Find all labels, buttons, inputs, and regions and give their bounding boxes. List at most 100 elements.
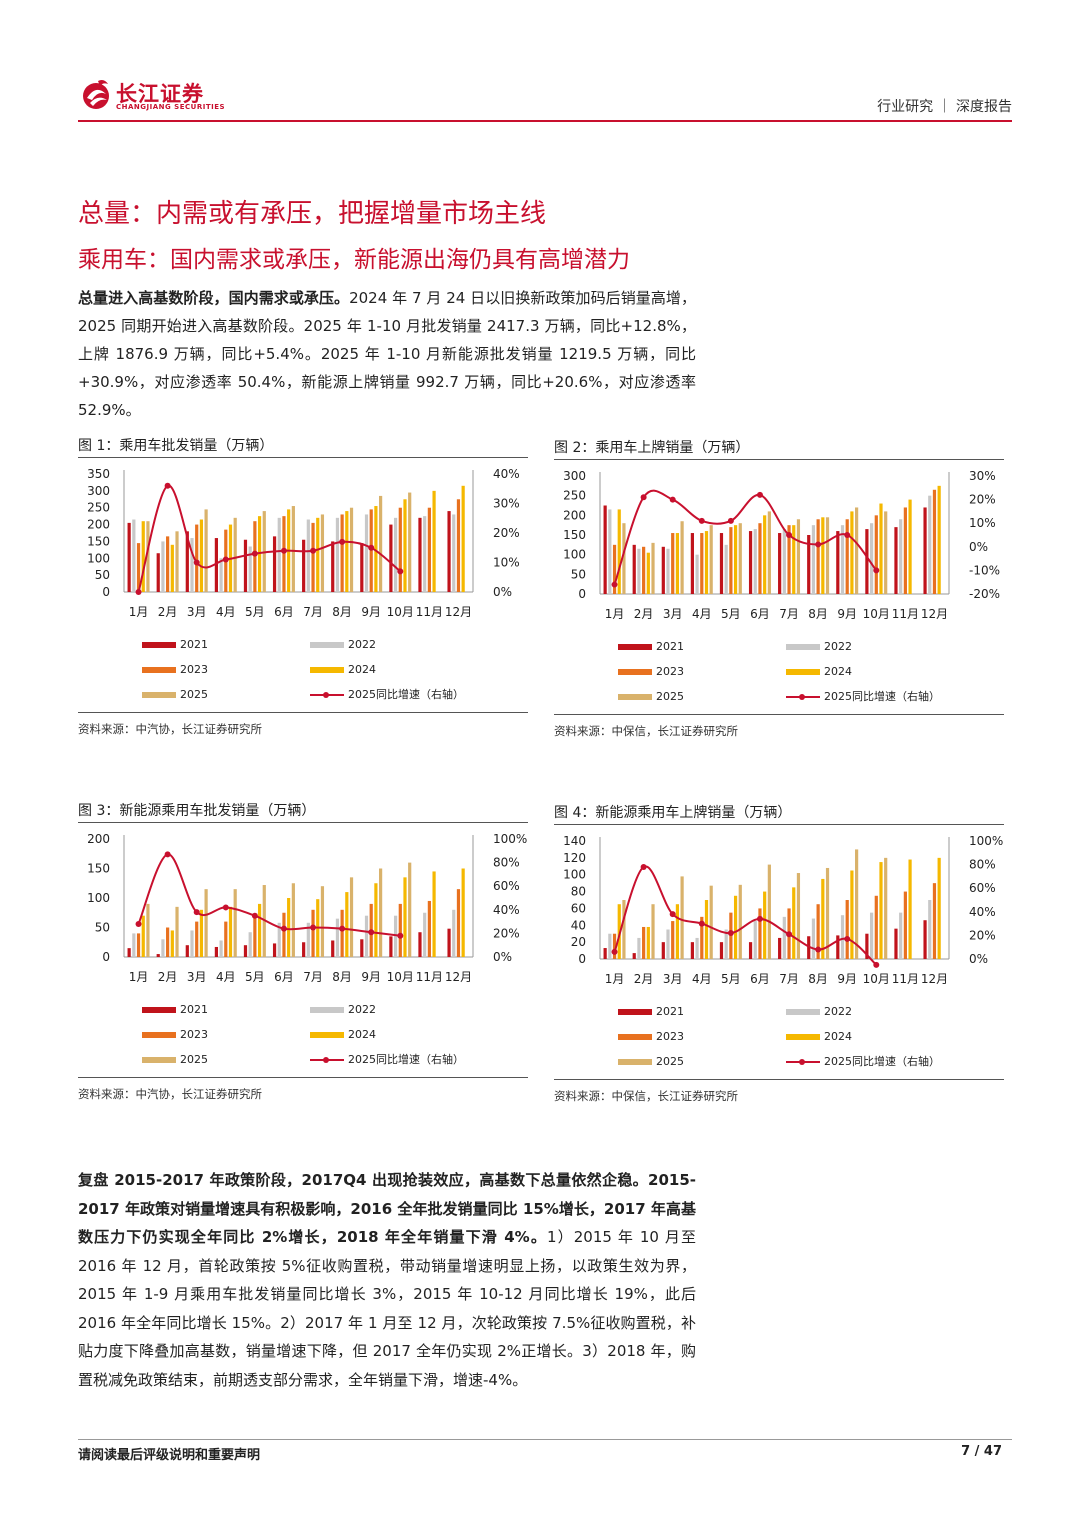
bar-2024-4 [704, 900, 709, 959]
bar-2025-6 [291, 506, 295, 592]
bar-2023-3 [671, 533, 675, 594]
bar-2021-3 [661, 546, 665, 594]
bar-2025-6 [291, 883, 295, 957]
yoy-point-5 [727, 517, 734, 524]
legend-swatch [618, 644, 652, 650]
yoy-point-6 [280, 925, 287, 932]
legend-label: 2022 [348, 1003, 376, 1016]
y2-tick-label: 20% [493, 926, 520, 940]
figure-source: 资料来源：中保信，长江证券研究所 [554, 724, 738, 738]
bar-2021-6 [272, 536, 277, 592]
bar-2025-1 [622, 523, 626, 594]
bar-2025-4 [233, 889, 237, 957]
bar-2021-1 [603, 948, 607, 959]
y2-tick-label: 80% [969, 858, 996, 872]
bar-2024-11 [908, 859, 912, 959]
y-tick-label: 0 [102, 950, 110, 964]
bar-2022-4 [219, 558, 223, 592]
bar-2025-9 [855, 849, 859, 959]
bar-2023-6 [282, 912, 286, 957]
yoy-point-10 [397, 932, 404, 939]
y2-tick-label: 100% [493, 832, 527, 846]
legend-swatch [618, 1034, 652, 1040]
bar-2021-4 [690, 533, 694, 594]
bar-2021-1 [603, 505, 607, 594]
legend-item-2021: 2021 [142, 1003, 208, 1017]
logo-text-en: CHANGJIANG SECURITIES [116, 103, 226, 111]
bar-2021-8 [331, 541, 335, 592]
bar-2025-1 [146, 521, 150, 592]
figure-title: 图 3：新能源乘用车批发销量（万辆） [78, 803, 316, 819]
bar-2024-6 [763, 515, 767, 594]
bar-2023-2 [166, 927, 170, 957]
bar-2021-10 [389, 936, 393, 957]
bar-2023-11 [903, 507, 907, 594]
y-tick-label: 150 [563, 528, 586, 542]
legend-label: 2024 [348, 1028, 376, 1041]
bar-2023-11 [427, 507, 431, 592]
intro-text: 2024 年 7 月 24 日以旧换新政策加码后销量高增，2025 同期开始进入… [78, 289, 696, 419]
bar-2024-1 [617, 904, 621, 959]
x-tick-label: 7月 [303, 605, 323, 619]
y2-tick-label: 40% [493, 467, 520, 481]
y2-tick-label: 20% [969, 493, 996, 507]
x-tick-label: 9月 [361, 605, 381, 619]
legend-swatch [310, 667, 344, 673]
yoy-point-1 [135, 589, 142, 595]
y2-tick-label: 40% [493, 903, 520, 917]
x-tick-label: 7月 [779, 607, 799, 621]
subsection-title: 乘用车：国内需求或承压，新能源出海仍具有高增潜力 [78, 247, 630, 273]
figure-source: 资料来源：中保信，长江证券研究所 [554, 1089, 738, 1103]
y-tick-label: 150 [87, 862, 110, 876]
yoy-point-10 [873, 961, 880, 968]
bar-2022-10 [393, 517, 398, 592]
bar-2021-1 [127, 948, 131, 957]
y-tick-label: 300 [563, 469, 586, 483]
figure-title: 图 4：新能源乘用车上牌销量（万辆） [554, 805, 792, 821]
bar-2024-12 [461, 485, 465, 592]
bar-2022-7 [782, 916, 786, 959]
legend-item-2025同比增速（右轴）: 2025同比增速（右轴） [786, 1055, 940, 1069]
yoy-point-3 [193, 559, 200, 566]
legend-label: 2024 [824, 1030, 852, 1043]
legend-swatch [142, 1057, 176, 1063]
legend-swatch [618, 1059, 652, 1065]
bar-2021-11 [894, 527, 898, 594]
legend-item-2023: 2023 [142, 1028, 208, 1042]
bar-2024-12 [937, 857, 941, 959]
x-tick-label: 12月 [445, 605, 472, 619]
company-logo: 长江证券 CHANGJIANG SECURITIES [78, 76, 228, 118]
x-tick-label: 4月 [216, 970, 236, 984]
header-divider [78, 120, 1012, 122]
bar-2024-4 [228, 906, 233, 957]
bar-2022-10 [393, 915, 398, 957]
bar-2021-12 [923, 507, 927, 594]
bar-2024-10 [403, 877, 407, 957]
yoy-point-6 [280, 547, 287, 554]
bar-2024-8 [821, 517, 825, 594]
bar-2021-12 [923, 920, 927, 959]
bar-2024-7 [316, 517, 320, 592]
y-tick-label: 100 [563, 868, 586, 882]
bar-2024-11 [432, 490, 436, 592]
bar-2024-3 [199, 909, 204, 957]
bar-2024-7 [792, 525, 796, 594]
legend-item-2024: 2024 [310, 1028, 376, 1042]
legend-swatch [786, 1009, 820, 1015]
x-tick-label: 9月 [837, 972, 857, 986]
bar-2021-2 [156, 553, 160, 592]
legend-label: 2022 [824, 1005, 852, 1018]
bar-2025-2 [651, 904, 655, 959]
bar-2023-6 [758, 908, 762, 959]
bar-2024-9 [850, 511, 854, 594]
bar-2022-9 [840, 915, 845, 959]
bar-2021-9 [836, 935, 840, 959]
x-tick-label: 4月 [692, 972, 712, 986]
bar-2023-3 [671, 921, 675, 959]
bar-2021-11 [894, 928, 898, 959]
x-tick-label: 4月 [692, 607, 712, 621]
x-tick-label: 10月 [387, 970, 414, 984]
bar-2025-2 [175, 531, 179, 592]
legend-swatch [786, 669, 820, 675]
bar-2024-9 [374, 883, 378, 957]
